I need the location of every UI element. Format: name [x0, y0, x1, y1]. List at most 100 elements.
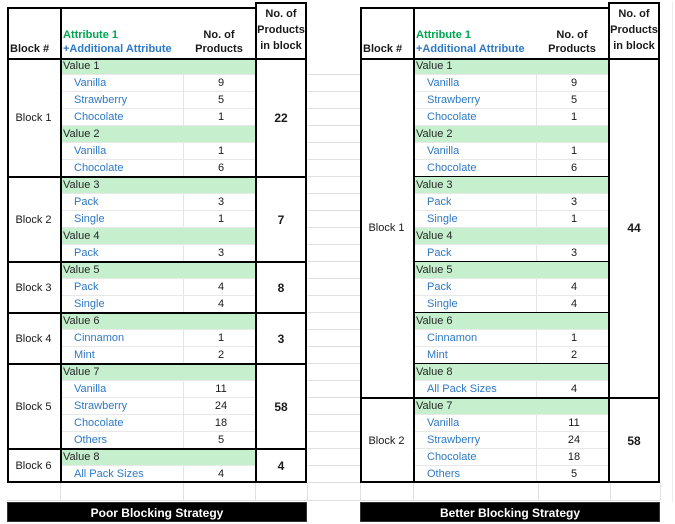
item-row[interactable]: Vanilla 9 — [60, 75, 257, 92]
value-row[interactable]: Value 3 — [60, 177, 257, 194]
value-row[interactable]: Value 4 — [413, 228, 610, 245]
products-header-line2: Products — [195, 43, 243, 55]
block-divider-line — [7, 176, 307, 178]
block-label[interactable]: Block 5 — [15, 400, 52, 413]
item-row[interactable]: Single 4 — [413, 296, 610, 313]
item-row[interactable]: Chocolate 18 — [60, 415, 257, 432]
in-block-header-line2: Products — [610, 24, 658, 36]
item-row[interactable]: Single 1 — [413, 211, 610, 228]
value-row[interactable]: Value 1 — [413, 58, 610, 75]
block-total[interactable]: 44 — [627, 221, 641, 235]
value-row[interactable]: Value 3 — [413, 177, 610, 194]
block-label[interactable]: Block 6 — [15, 460, 52, 472]
block-column-header[interactable]: Block # — [360, 7, 413, 58]
item-row[interactable]: Strawberry 24 — [413, 432, 610, 449]
value-row[interactable]: Value 2 — [60, 126, 257, 143]
in-block-column-header[interactable]: No. of Products in block — [608, 2, 660, 58]
value-row[interactable]: Value 6 — [413, 313, 610, 330]
table-border-horizontal — [7, 7, 257, 9]
item-row[interactable]: Single 1 — [60, 211, 257, 228]
item-row[interactable]: Vanilla 1 — [413, 143, 610, 160]
block-label[interactable]: Block 3 — [15, 281, 52, 294]
table-border-vertical — [305, 2, 307, 483]
item-row[interactable]: Pack 3 — [60, 194, 257, 211]
product-count: 3 — [570, 196, 578, 208]
block-label[interactable]: Block 2 — [15, 213, 52, 226]
item-row[interactable]: Mint 2 — [413, 347, 610, 364]
block-total[interactable]: 3 — [277, 331, 285, 346]
item-row[interactable]: Others 5 — [60, 432, 257, 449]
additional-attribute-header-label: +Additional Attribute — [416, 43, 525, 55]
block-label[interactable]: Block 1 — [15, 111, 52, 124]
value-row[interactable]: Value 1 — [60, 58, 257, 75]
attribute-label: Single — [427, 213, 458, 225]
table-border-horizontal — [360, 481, 660, 483]
block-total[interactable]: 58 — [274, 399, 288, 414]
item-row[interactable]: Strawberry 5 — [413, 92, 610, 109]
block-total[interactable]: 22 — [274, 110, 288, 125]
attribute-label: Cinnamon — [74, 332, 125, 344]
attribute-column-header[interactable]: Attribute 1 +Additional Attribute — [413, 7, 536, 58]
item-row[interactable]: Pack 4 — [60, 279, 257, 296]
item-row[interactable]: Pack 3 — [60, 245, 257, 262]
value-row[interactable]: Value 5 — [413, 262, 610, 279]
in-block-header-line2: Products — [257, 24, 305, 36]
value-label: Value 6 — [63, 315, 100, 327]
value-row[interactable]: Value 8 — [60, 449, 257, 466]
item-row[interactable]: Chocolate 18 — [413, 449, 610, 466]
value-row[interactable]: Value 6 — [60, 313, 257, 330]
item-row[interactable]: Mint 2 — [60, 347, 257, 364]
block-label[interactable]: Block 2 — [368, 434, 405, 447]
product-count: 5 — [570, 468, 578, 480]
product-count: 4 — [217, 468, 225, 480]
item-row[interactable]: Pack 3 — [413, 245, 610, 262]
poor-strategy-caption[interactable]: Poor Blocking Strategy — [7, 502, 307, 522]
products-column-header[interactable]: No. of Products — [183, 7, 255, 58]
item-row[interactable]: Vanilla 11 — [413, 415, 610, 432]
attribute1-header-label: Attribute 1 — [416, 29, 471, 41]
table-border-horizontal — [360, 58, 660, 60]
value-row[interactable]: Value 7 — [60, 364, 257, 381]
item-row[interactable]: Single 4 — [60, 296, 257, 313]
block-label[interactable]: Block 4 — [15, 332, 52, 345]
block-total[interactable]: 4 — [277, 459, 285, 473]
table-border-vertical — [60, 7, 62, 483]
item-row[interactable]: Pack 3 — [413, 194, 610, 211]
value-label: Value 5 — [63, 264, 100, 276]
item-row[interactable]: Vanilla 9 — [413, 75, 610, 92]
item-row[interactable]: Vanilla 11 — [60, 381, 257, 398]
item-row[interactable]: Strawberry 5 — [60, 92, 257, 109]
block-label[interactable]: Block 1 — [368, 222, 405, 234]
item-row[interactable]: Chocolate 1 — [413, 109, 610, 126]
item-row[interactable]: Chocolate 1 — [60, 109, 257, 126]
value-row[interactable]: Value 4 — [60, 228, 257, 245]
block-column-header[interactable]: Block # — [7, 7, 60, 58]
better-strategy-caption[interactable]: Better Blocking Strategy — [360, 502, 660, 522]
item-row[interactable]: Cinnamon 1 — [60, 330, 257, 347]
value-row[interactable]: Value 7 — [413, 398, 610, 415]
attribute-label: Pack — [427, 196, 452, 208]
attribute-label: Vanilla — [427, 145, 460, 157]
value-label: Value 4 — [63, 230, 100, 242]
block-total[interactable]: 7 — [277, 212, 285, 227]
attribute-column-header[interactable]: Attribute 1 +Additional Attribute — [60, 7, 183, 58]
in-block-column-header[interactable]: No. of Products in block — [255, 2, 307, 58]
value-row[interactable]: Value 8 — [413, 364, 610, 381]
block-total[interactable]: 58 — [627, 433, 641, 448]
attribute-label: Pack — [74, 281, 99, 293]
block-total[interactable]: 8 — [277, 280, 285, 295]
block-divider-line — [7, 448, 307, 450]
item-row[interactable]: Chocolate 6 — [60, 160, 257, 177]
value-row[interactable]: Value 2 — [413, 126, 610, 143]
value-row[interactable]: Value 5 — [60, 262, 257, 279]
product-count: 3 — [217, 196, 225, 208]
block-divider-line — [360, 397, 660, 399]
products-column-header[interactable]: No. of Products — [536, 7, 608, 58]
item-row[interactable]: All Pack Sizes 4 — [413, 381, 610, 398]
product-count: 4 — [217, 281, 225, 293]
item-row[interactable]: Strawberry 24 — [60, 398, 257, 415]
item-row[interactable]: Chocolate 6 — [413, 160, 610, 177]
item-row[interactable]: Pack 4 — [413, 279, 610, 296]
item-row[interactable]: Vanilla 1 — [60, 143, 257, 160]
item-row[interactable]: Cinnamon 1 — [413, 330, 610, 347]
